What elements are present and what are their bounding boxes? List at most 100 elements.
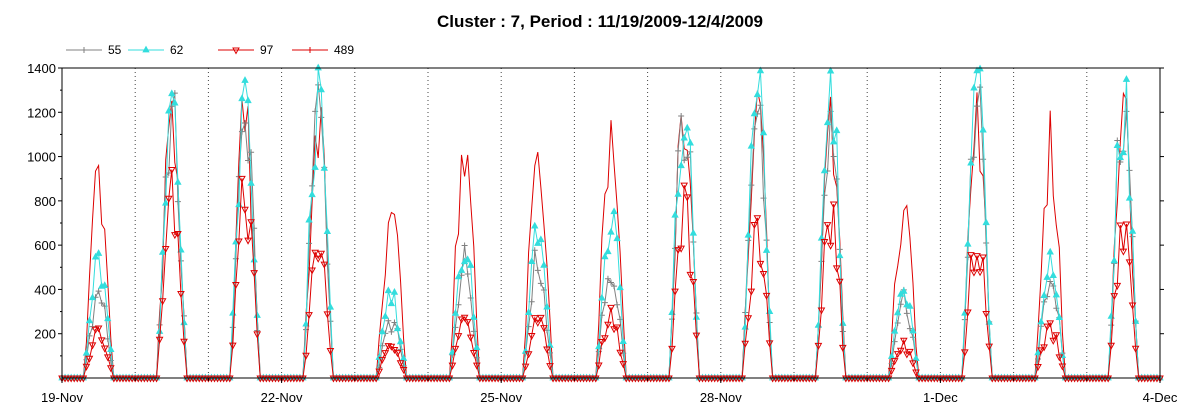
point-marker [225, 375, 234, 383]
point-marker [171, 98, 179, 106]
point-marker [375, 353, 383, 360]
point-marker [677, 161, 685, 169]
point-marker [979, 254, 987, 262]
y-tick-label: 400 [34, 282, 56, 297]
point-marker [528, 257, 536, 264]
point-marker [309, 182, 316, 189]
point-marker [744, 230, 752, 238]
point-marker [302, 352, 310, 360]
series-62 [58, 63, 1164, 381]
point-marker [909, 360, 917, 368]
point-marker [909, 334, 916, 341]
point-marker [689, 228, 698, 236]
point-marker [833, 126, 841, 134]
point-marker [1049, 271, 1057, 279]
point-marker [619, 337, 627, 344]
point-marker [686, 138, 694, 146]
legend-item-489: 489 [292, 43, 354, 57]
point-marker [674, 247, 682, 255]
point-marker [155, 336, 164, 344]
point-marker [750, 109, 759, 117]
point-marker [97, 337, 106, 345]
point-marker [396, 360, 405, 368]
point-marker [158, 298, 167, 306]
point-marker [393, 350, 402, 358]
point-marker [912, 354, 920, 361]
point-marker [762, 246, 771, 253]
point-marker [838, 344, 847, 352]
point-marker [95, 288, 102, 295]
point-marker [1113, 282, 1122, 290]
point-marker [759, 270, 768, 278]
point-marker [248, 149, 255, 156]
point-marker [896, 347, 905, 355]
point-marker [1110, 256, 1118, 264]
point-marker [88, 342, 97, 350]
point-marker [305, 215, 313, 223]
point-marker [88, 293, 97, 301]
point-marker [85, 316, 94, 324]
point-marker [250, 270, 258, 278]
point-marker [326, 348, 335, 356]
point-marker [604, 247, 612, 255]
point-marker [890, 358, 899, 366]
point-marker [180, 338, 188, 346]
point-marker [378, 356, 387, 364]
point-marker [1046, 247, 1054, 255]
point-marker [457, 316, 466, 324]
point-marker [537, 235, 545, 243]
point-marker [1046, 320, 1055, 328]
point-marker [232, 47, 240, 55]
point-marker [1104, 375, 1112, 383]
point-marker [142, 45, 150, 53]
point-marker [107, 345, 115, 352]
point-marker [683, 123, 691, 131]
legend: 55 62 97 489 [66, 43, 354, 57]
point-marker [323, 311, 332, 319]
point-marker [826, 66, 835, 74]
point-marker [970, 269, 978, 277]
point-marker [461, 242, 468, 249]
point-marker [833, 176, 840, 183]
point-marker [759, 128, 768, 136]
x-tick-label: 22-Nov [261, 390, 303, 405]
point-marker [610, 207, 618, 215]
point-marker [470, 313, 478, 320]
point-marker [457, 266, 466, 273]
point-marker [762, 292, 771, 300]
point-marker [1122, 221, 1131, 229]
x-tick-label: 19-Nov [41, 390, 83, 405]
point-marker [451, 345, 460, 353]
point-marker [1034, 348, 1042, 356]
point-marker [396, 337, 405, 345]
point-marker [906, 348, 914, 356]
point-marker [180, 318, 188, 326]
point-marker [152, 375, 161, 383]
point-marker [619, 361, 628, 369]
legend-item-62: 62 [128, 43, 184, 57]
point-marker [100, 345, 109, 353]
point-marker [979, 125, 987, 133]
point-marker [318, 114, 325, 121]
point-marker [756, 260, 765, 268]
grid [134, 68, 1088, 378]
point-marker [524, 308, 533, 315]
point-marker [887, 367, 896, 375]
point-marker [238, 128, 245, 135]
point-marker [469, 350, 478, 358]
point-marker [820, 239, 829, 247]
point-marker [974, 103, 980, 110]
point-marker [604, 321, 612, 329]
point-marker [235, 238, 243, 246]
point-marker [91, 252, 100, 260]
point-marker [680, 182, 689, 190]
point-marker [161, 246, 170, 254]
point-marker [525, 323, 532, 330]
point-marker [1122, 75, 1131, 82]
point-marker [750, 221, 759, 229]
chart-title: Cluster : 7, Period : 11/19/2009-12/4/20… [437, 12, 763, 31]
plot-area [61, 67, 1161, 379]
legend-label: 97 [260, 43, 274, 57]
point-marker [765, 340, 774, 348]
point-marker [893, 351, 902, 359]
